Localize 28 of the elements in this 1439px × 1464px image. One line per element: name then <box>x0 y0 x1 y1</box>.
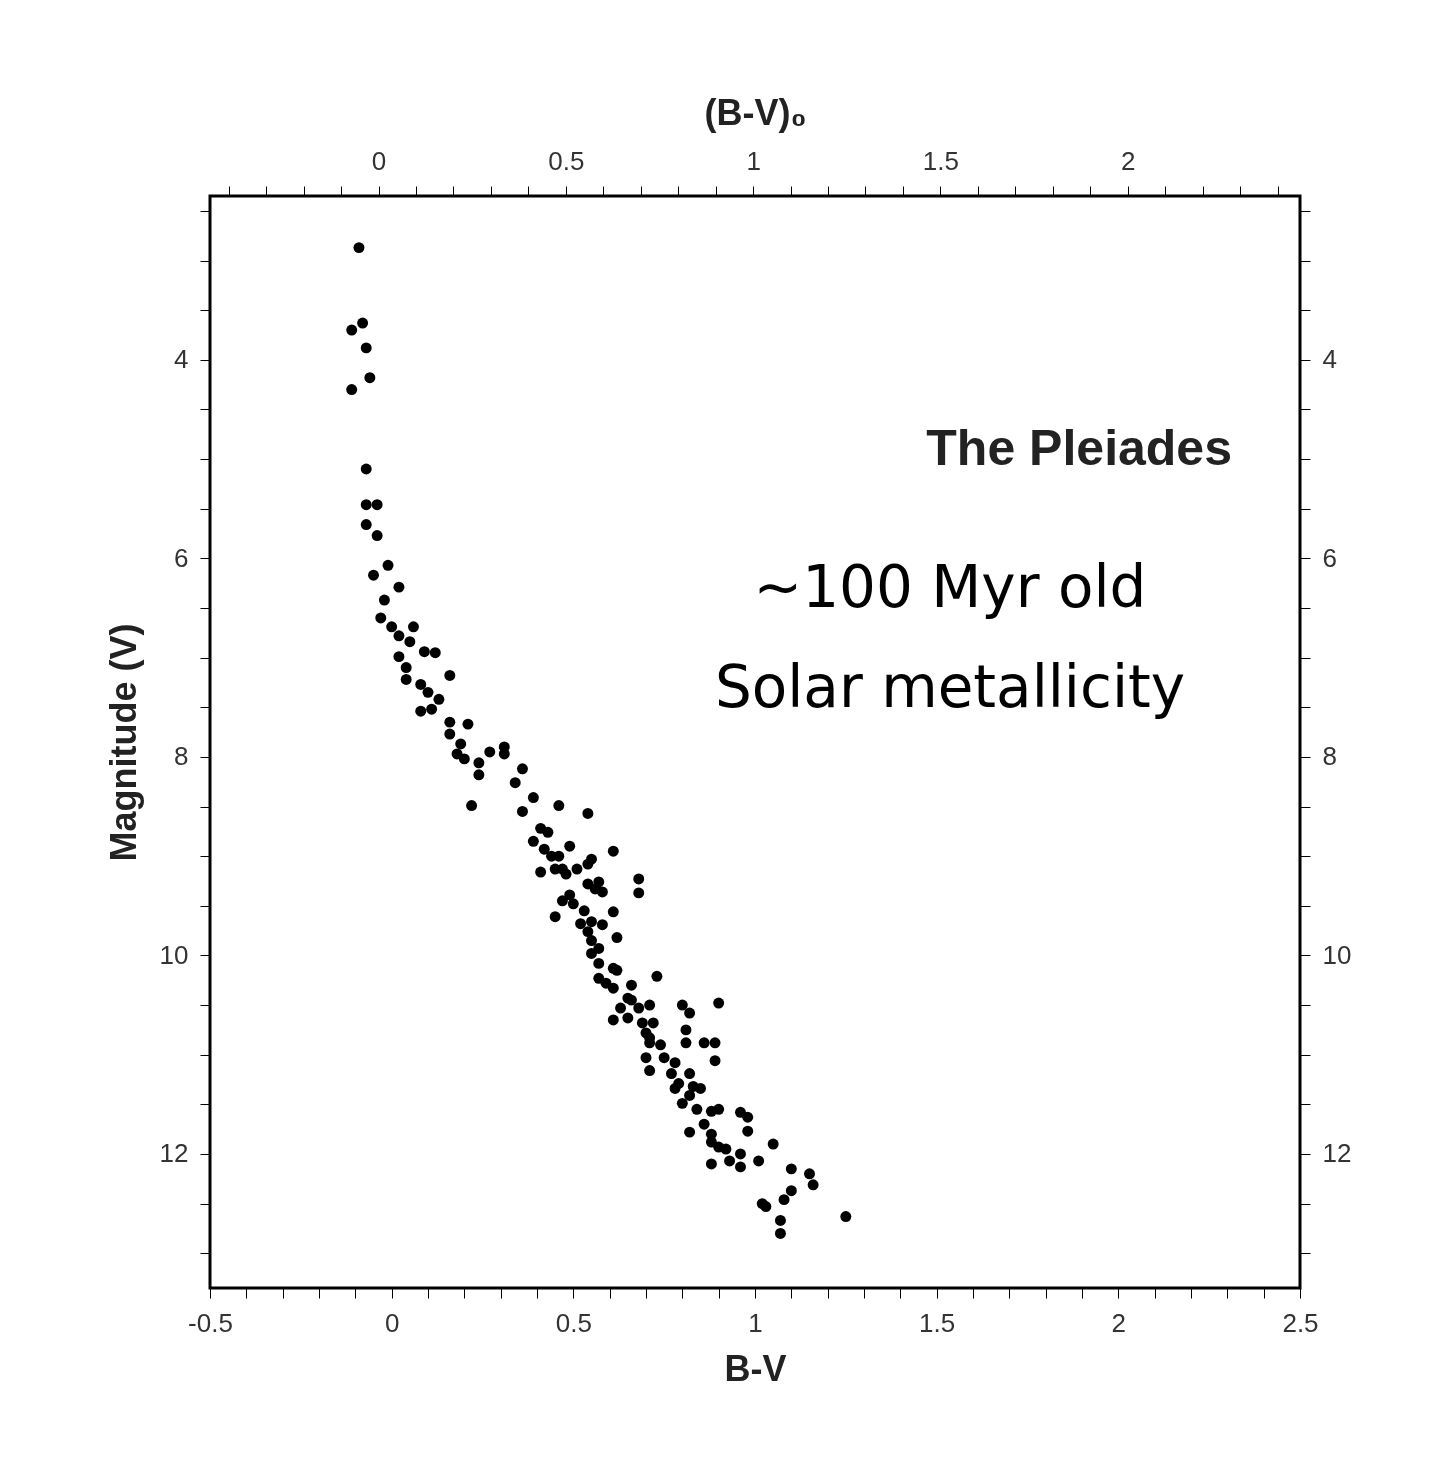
x-tick-label: 2 <box>1111 1307 1127 1338</box>
y-tick-label: 10 <box>159 939 189 970</box>
y-tick-label: 4 <box>174 344 189 375</box>
y2-tick-label: 12 <box>1322 1138 1352 1169</box>
y-tick-label: 12 <box>159 1138 189 1169</box>
annotation: ~100 Myr old <box>753 553 1147 621</box>
annotation: Solar metallicity <box>714 653 1186 721</box>
y2-tick-label: 4 <box>1322 344 1337 375</box>
y-tick-label: 6 <box>174 542 189 573</box>
x2-axis-title: (B-V)₀ <box>704 91 807 133</box>
x2-tick-label: 1 <box>746 145 761 176</box>
y-tick-label: 8 <box>174 741 189 772</box>
x-tick-label: -0.5 <box>188 1307 233 1338</box>
x-tick-label: 2.5 <box>1282 1307 1319 1338</box>
x-tick-label: 0 <box>384 1307 400 1338</box>
x-tick-label: 1 <box>748 1307 763 1338</box>
y-axis-title: Magnitude (V) <box>102 623 144 862</box>
x2-tick-label: 2 <box>1120 145 1136 176</box>
x-tick-label: 0.5 <box>555 1307 592 1338</box>
annotation: The Pleiades <box>926 420 1232 476</box>
x2-tick-label: 0 <box>371 145 387 176</box>
x2-tick-label: 1.5 <box>922 145 959 176</box>
x-tick-label: 1.5 <box>919 1307 956 1338</box>
x-axis-title: B-V <box>724 1347 787 1389</box>
y2-tick-label: 8 <box>1322 741 1337 772</box>
y2-tick-label: 6 <box>1322 542 1337 573</box>
x2-tick-label: 0.5 <box>548 145 585 176</box>
y2-tick-label: 10 <box>1322 939 1352 970</box>
